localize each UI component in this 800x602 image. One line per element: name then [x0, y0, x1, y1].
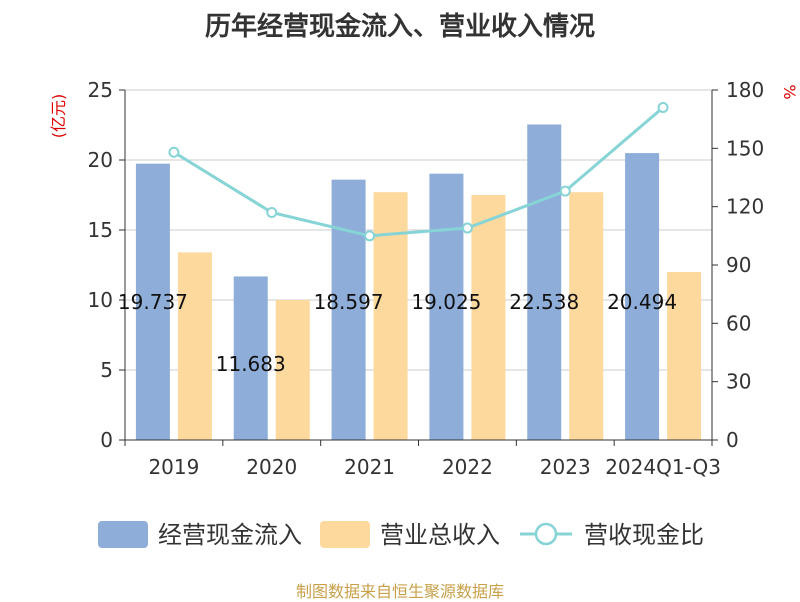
- line-layer: [168, 102, 669, 242]
- chart-title: 历年经营现金流入、营业收入情况: [204, 12, 595, 42]
- right-axis-tick-label: 60: [726, 311, 751, 335]
- right-axis-tick-label: 150: [726, 136, 764, 160]
- legend-layer: 经营现金流入 营业总收入 营收现金比: [98, 521, 704, 549]
- left-axis-tick-label: 25: [88, 78, 113, 102]
- bar-cash-inflow: [429, 173, 464, 440]
- bar-data-label: 18.597: [314, 290, 384, 314]
- bar-data-label: 22.538: [509, 290, 579, 314]
- left-axis-tick-label: 10: [88, 288, 113, 312]
- bar-cash-inflow: [331, 179, 366, 440]
- bar-cash-inflow: [135, 163, 170, 440]
- bar-total-revenue: [373, 192, 408, 440]
- bar-cash-inflow: [233, 276, 268, 440]
- left-axis-tick-label: 15: [88, 218, 113, 242]
- bar-data-label: 20.494: [607, 290, 677, 314]
- x-axis-tick-label: 2019: [148, 455, 199, 479]
- left-axis-tick-label: 5: [100, 358, 113, 382]
- left-axis-unit-label: (亿元): [49, 94, 68, 139]
- bar-total-revenue: [667, 272, 702, 440]
- bars-layer: [135, 124, 702, 441]
- ratio-point: [461, 222, 473, 234]
- left-axis-tick-label: 0: [100, 428, 113, 452]
- x-axis-tick-label: 2022: [442, 455, 493, 479]
- bar-cash-inflow: [527, 124, 562, 440]
- right-axis-tick-label: 90: [726, 253, 751, 277]
- x-axis-tick-label: 2020: [246, 455, 297, 479]
- bar-data-label: 19.025: [411, 290, 481, 314]
- ratio-point: [559, 185, 571, 197]
- axes-layer: 0 5 10 15 20 25 0 30 60 90 120 150 180 (亿元)% 2019 2020 2…: [49, 78, 799, 479]
- x-axis-tick-label: 2024Q1-Q3: [605, 455, 721, 479]
- ratio-point: [266, 207, 278, 218]
- ratio-line: [173, 106, 665, 238]
- labels-layer: 19.737 11.683 18.597 19.025 22.538 20.494: [118, 290, 677, 376]
- ratio-point: [657, 102, 669, 113]
- x-axis-tick-label: 2021: [344, 455, 395, 479]
- legend-label-total-revenue: 营业总收入: [380, 521, 500, 549]
- grid-layer: [125, 89, 712, 371]
- legend-label-ratio: 营收现金比: [584, 521, 704, 549]
- right-axis-tick-label: 180: [726, 78, 764, 102]
- left-axis-tick-label: 20: [88, 148, 113, 172]
- source-footer: 制图数据来自恒生聚源数据库: [295, 582, 504, 601]
- bar-data-label: 19.737: [118, 290, 188, 314]
- ratio-point: [364, 230, 376, 242]
- legend-marker-ratio: [534, 522, 558, 546]
- x-axis-tick-label: 2023: [540, 455, 591, 479]
- right-axis-tick-label: 0: [726, 428, 739, 452]
- legend-swatch-total-revenue: [320, 521, 370, 548]
- ratio-point: [168, 146, 180, 158]
- right-axis-tick-label: 30: [726, 370, 751, 394]
- legend-swatch-cash-inflow: [98, 521, 148, 548]
- bar-cash-inflow: [625, 153, 660, 441]
- bar-total-revenue: [471, 195, 506, 440]
- right-axis-tick-label: 120: [726, 195, 764, 219]
- bar-total-revenue: [275, 300, 310, 440]
- bar-total-revenue: [569, 192, 604, 440]
- legend-label-cash-inflow: 经营现金流入: [158, 521, 302, 549]
- right-axis-unit-label: %: [780, 84, 799, 99]
- bar-total-revenue: [177, 252, 212, 440]
- bar-data-label: 11.683: [216, 352, 286, 376]
